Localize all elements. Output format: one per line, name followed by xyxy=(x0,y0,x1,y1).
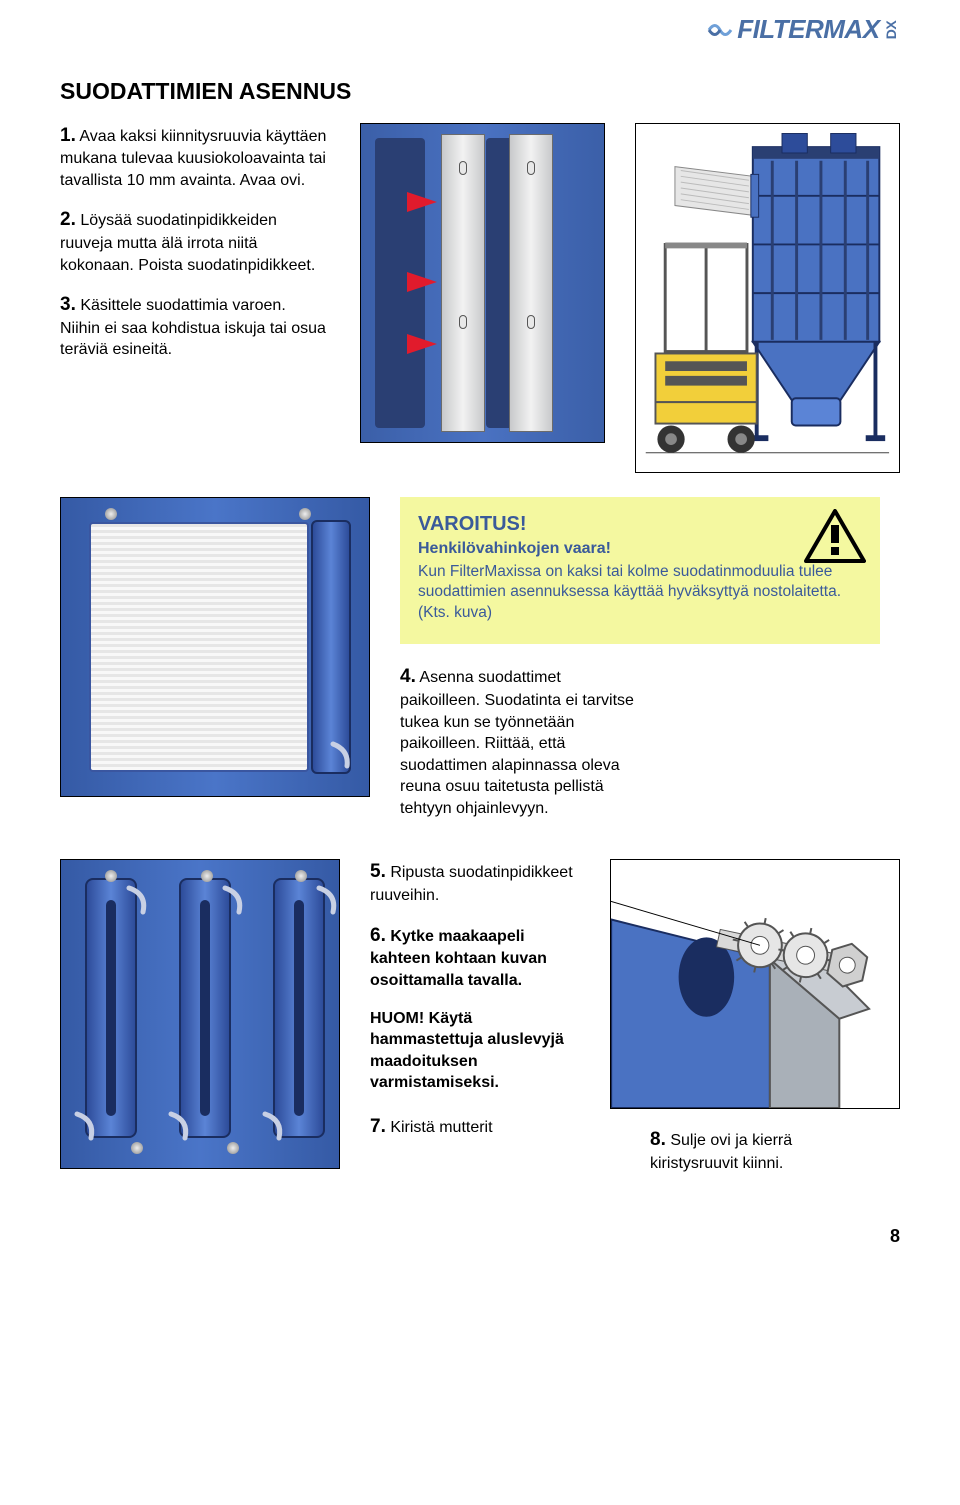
warning-title: VAROITUS! xyxy=(418,513,862,536)
figure-retainers xyxy=(60,859,340,1169)
step-5: 5. Ripusta suodatinpidikkeet ruuveihin. xyxy=(370,859,580,906)
figure-rails xyxy=(360,123,605,443)
warning-box: VAROITUS! Henkilövahinkojen vaara! Kun F… xyxy=(400,497,880,645)
page-title: SUODATTIMIEN ASENNUS xyxy=(60,78,900,105)
logo-suffix: DX xyxy=(883,20,899,38)
product-logo: FILTERMAX DX xyxy=(707,14,900,45)
step-4: 4. Asenna suodattimet paikoilleen. Suoda… xyxy=(400,664,640,819)
warning-subtitle: Henkilövahinkojen vaara! xyxy=(418,540,862,558)
header-logo-bar: FILTERMAX DX xyxy=(0,0,960,48)
figure-machine xyxy=(635,123,900,473)
row-top: 1. Avaa kaksi kiinnitysruuvia käyttäen m… xyxy=(60,123,900,473)
forklift-icon xyxy=(656,242,757,452)
warning-icon xyxy=(804,509,866,563)
page-number: 8 xyxy=(890,1226,900,1247)
row-bottom: 5. Ripusta suodatinpidikkeet ruuveihin. … xyxy=(60,859,900,1190)
logo-text: FILTERMAX xyxy=(737,14,879,45)
step-6: 6. Kytke maakaapeli kahteen kohtaan kuva… xyxy=(370,923,580,992)
step-2: 2. Löysää suodatinpidikkeiden ruuveja mu… xyxy=(60,207,330,276)
steps-1-3: 1. Avaa kaksi kiinnitysruuvia käyttäen m… xyxy=(60,123,330,377)
row-middle: VAROITUS! Henkilövahinkojen vaara! Kun F… xyxy=(60,497,900,836)
figure-bolt-detail xyxy=(610,859,900,1109)
figure-pleated-filter xyxy=(60,497,370,797)
steps-5-7: 5. Ripusta suodatinpidikkeet ruuveihin. … xyxy=(370,859,580,1155)
step-8: 8. Sulje ovi ja kierrä kiristysruuvit ki… xyxy=(650,1127,870,1174)
step-6-note: HUOM! Käytä hammastettuja aluslevyjä maa… xyxy=(370,1008,580,1094)
logo-icon xyxy=(707,17,733,43)
step-7: 7. Kiristä mutterit xyxy=(370,1114,580,1140)
step-1: 1. Avaa kaksi kiinnitysruuvia käyttäen m… xyxy=(60,123,330,192)
warning-body: Kun FilterMaxissa on kaksi tai kolme suo… xyxy=(418,562,862,625)
step-3: 3. Käsittele suodattimia varoen. Niihin … xyxy=(60,292,330,361)
